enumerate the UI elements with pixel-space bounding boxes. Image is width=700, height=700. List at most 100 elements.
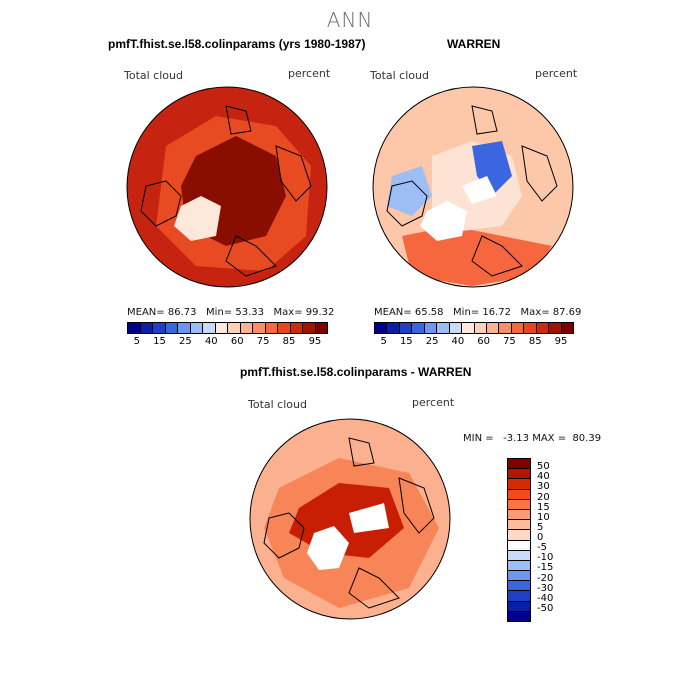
panel2-colorbar (374, 322, 574, 334)
colorbar-tick-3: 40 (204, 336, 218, 347)
diff-colorbar-swatch-3 (508, 489, 530, 500)
panel1-stats: MEAN= 86.73 Min= 53.33 Max= 99.32 (127, 307, 335, 318)
colorbar-swatch-7 (462, 323, 475, 333)
diff-colorbar-swatch-8 (508, 540, 530, 551)
diff-colorbar-swatch-6 (508, 520, 530, 531)
diff-colorbar-swatch-2 (508, 479, 530, 490)
diff-colorbar-tick-9: -10 (537, 552, 554, 564)
panel3-colorbar-ticks: 50 40 30 20 15 10 5 0 -5 -10 -15 -20 -30 -40 -50 (537, 458, 577, 620)
colorbar-tick-1: 15 (399, 336, 413, 347)
colorbar-swatch-7 (215, 323, 228, 333)
diff-colorbar-tick-8: -5 (537, 542, 547, 554)
panel3-title: pmfT.fhist.se.l58.colinparams - WARREN (240, 365, 472, 379)
panel2-units-label: percent (535, 67, 578, 80)
colorbar-swatch-8 (474, 323, 487, 333)
colorbar-tick-0: 5 (380, 336, 387, 347)
panel2-title: WARREN (447, 37, 501, 51)
colorbar-tick-1: 15 (153, 336, 166, 347)
colorbar-swatch-6 (449, 323, 463, 333)
diff-colorbar-swatch-9 (508, 550, 530, 561)
colorbar-swatch-15 (315, 323, 327, 333)
colorbar-swatch-5 (190, 323, 203, 333)
map2-coastlines (386, 105, 558, 277)
colorbar-tick-4: 60 (230, 336, 244, 347)
diff-colorbar-tick-4: 15 (537, 501, 550, 513)
diff-colorbar-swatch-14 (508, 601, 530, 612)
diff-colorbar-tick-13: -40 (537, 592, 554, 604)
panel1-polar-map (126, 86, 328, 288)
panel1-units-label: percent (288, 67, 331, 80)
colorbar-swatch-6 (203, 323, 216, 333)
colorbar-swatch-11 (511, 323, 525, 333)
panel3-units-label: percent (412, 396, 455, 409)
colorbar-swatch-5 (437, 323, 450, 333)
colorbar-swatch-4 (424, 323, 438, 333)
colorbar-swatch-10 (253, 323, 266, 333)
colorbar-tick-2: 25 (179, 336, 192, 347)
map3-boundary (249, 418, 451, 620)
colorbar-swatch-2 (399, 323, 413, 333)
panel3-polar-map (249, 418, 451, 620)
colorbar-swatch-3 (412, 323, 425, 333)
colorbar-swatch-9 (486, 323, 500, 333)
colorbar-tick-7: 95 (308, 336, 322, 347)
panel2-stats: MEAN= 65.58 Min= 16.72 Max= 87.69 (374, 307, 582, 318)
colorbar-swatch-2 (153, 323, 166, 333)
panel1-variable-label: Total cloud (124, 69, 183, 82)
map1-boundary (126, 86, 328, 288)
diff-colorbar-tick-1: 40 (537, 471, 550, 483)
diff-colorbar-tick-10: -15 (537, 562, 554, 574)
colorbar-swatch-4 (178, 323, 191, 333)
diff-colorbar-tick-6: 5 (537, 521, 544, 533)
panel2-colorbar-ticks: 5 15 25 40 60 75 85 95 (374, 336, 574, 347)
colorbar-tick-6: 85 (528, 336, 542, 347)
colorbar-swatch-11 (265, 323, 278, 333)
map2-mid-region (402, 226, 552, 286)
diff-colorbar-tick-0: 50 (537, 461, 550, 473)
colorbar-swatch-1 (140, 323, 153, 333)
diff-colorbar-tick-14: -50 (537, 602, 554, 614)
diff-colorbar-tick-12: -30 (537, 582, 554, 594)
colorbar-swatch-13 (290, 323, 303, 333)
colorbar-tick-5: 75 (503, 336, 516, 347)
diff-colorbar-tick-2: 30 (537, 481, 550, 493)
colorbar-swatch-12 (278, 323, 291, 333)
panel3-colorbar (507, 458, 531, 622)
diff-colorbar-swatch-12 (508, 581, 530, 592)
colorbar-tick-6: 85 (282, 336, 296, 347)
colorbar-swatch-0 (375, 323, 388, 333)
colorbar-tick-0: 5 (133, 336, 140, 347)
colorbar-tick-4: 60 (477, 336, 491, 347)
panel3-variable-label: Total cloud (248, 398, 307, 411)
panel2-variable-label: Total cloud (370, 69, 429, 82)
diff-colorbar-swatch-5 (508, 509, 530, 521)
diff-colorbar-swatch-7 (508, 530, 530, 541)
diff-colorbar-tick-7: 0 (537, 532, 544, 543)
colorbar-swatch-14 (549, 323, 562, 333)
diff-colorbar-swatch-1 (508, 469, 530, 480)
diff-colorbar-swatch-15 (508, 611, 530, 621)
colorbar-swatch-15 (561, 323, 573, 333)
map1-coastlines (140, 105, 312, 277)
diff-colorbar-tick-5: 10 (537, 511, 550, 523)
colorbar-swatch-13 (536, 323, 550, 333)
panel2-polar-map (372, 86, 574, 288)
colorbar-tick-5: 75 (256, 336, 270, 347)
panel1-colorbar-ticks: 5 15 25 40 60 75 85 95 (127, 336, 328, 347)
panel1-colorbar (127, 322, 328, 334)
map1-greenland (174, 196, 221, 241)
colorbar-swatch-10 (499, 323, 512, 333)
panel3-range-text: MIN = -3.13 MAX = 80.39 (463, 433, 602, 444)
map2-boundary (372, 86, 574, 288)
panel1-title: pmfT.fhist.se.l58.colinparams (yrs 1980-… (108, 37, 366, 51)
colorbar-tick-2: 25 (425, 336, 439, 347)
colorbar-swatch-0 (128, 323, 141, 333)
figure-title: ANN (326, 8, 374, 32)
colorbar-swatch-14 (303, 323, 316, 333)
diff-colorbar-swatch-0 (508, 459, 530, 470)
colorbar-swatch-9 (240, 323, 253, 333)
diff-colorbar-tick-3: 20 (537, 491, 550, 503)
colorbar-tick-7: 95 (554, 336, 568, 347)
diff-colorbar-swatch-13 (508, 591, 530, 602)
colorbar-tick-3: 40 (451, 336, 465, 347)
